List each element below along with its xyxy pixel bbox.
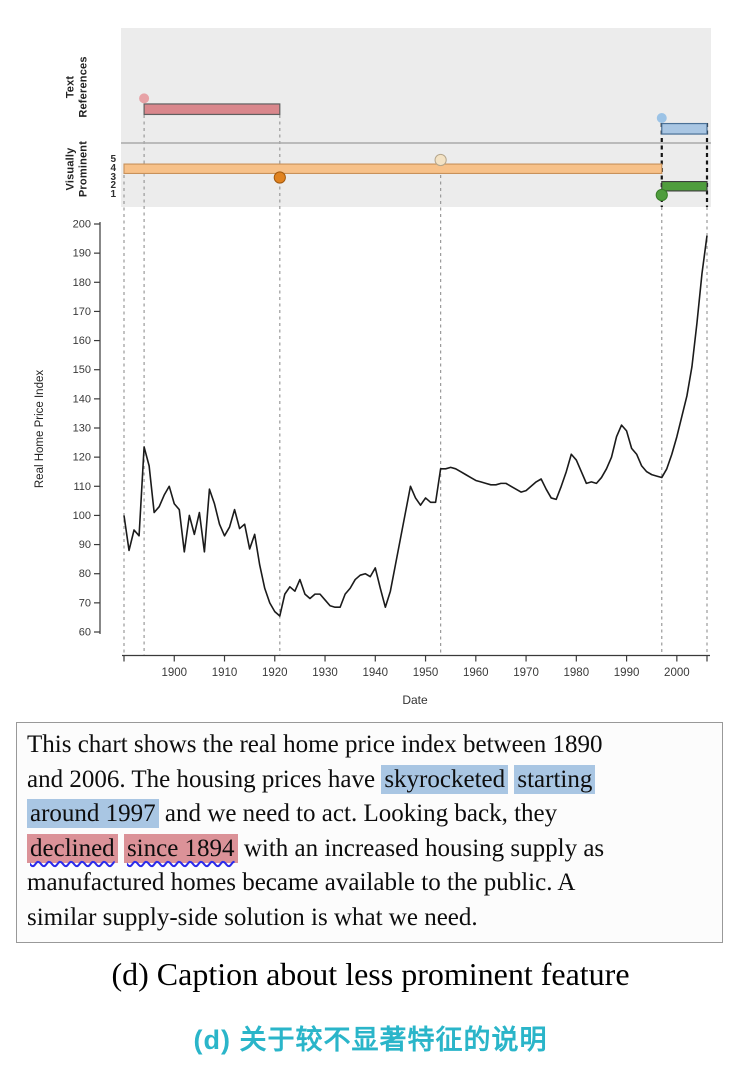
y-tick-label-190: 190	[73, 248, 91, 260]
prominence-dot-orange_dark	[273, 171, 286, 184]
y-tick-label-60: 60	[79, 627, 91, 639]
price-index-line	[123, 235, 708, 617]
y-tick-label-80: 80	[79, 568, 91, 580]
y-tick-label-100: 100	[73, 510, 91, 522]
caption-highlight-blue: around 1997	[27, 799, 159, 828]
caption-text: similar supply-side solution is what we …	[27, 903, 478, 931]
y-tick-label-150: 150	[73, 364, 91, 376]
x-tick-label-1930: 1930	[312, 667, 338, 679]
y-tick-label-170: 170	[73, 306, 91, 318]
figure-caption-english: (d) Caption about less prominent feature	[111, 956, 630, 992]
caption-line-6: similar supply-side solution is what we …	[27, 901, 712, 936]
prominence-dot-green	[655, 188, 668, 202]
text-reference-bar-pink	[143, 103, 281, 116]
y-tick-label-160: 160	[73, 335, 91, 347]
caption-line-3: around 1997 and we need to act. Looking …	[27, 797, 712, 832]
y-tick-label-180: 180	[73, 277, 91, 289]
x-tick-label-2000: 2000	[664, 667, 690, 679]
caption-text	[118, 835, 124, 862]
x-tick-label-1910: 1910	[212, 667, 238, 679]
caption-text: manufactured homes became available to t…	[27, 869, 576, 896]
y-tick-label-70: 70	[79, 597, 91, 609]
x-tick-label-1920: 1920	[262, 667, 288, 679]
y-tick-label-110: 110	[73, 481, 91, 493]
y-tick-label-130: 130	[73, 423, 91, 435]
text-reference-dot-pink	[139, 93, 150, 104]
text-references-line1: Text	[64, 75, 77, 99]
caption-text: with an increased housing supply as	[237, 834, 605, 862]
y-tick-label-140: 140	[73, 393, 91, 405]
rank-tick-5: 5	[110, 154, 116, 165]
y-tick-label-90: 90	[79, 539, 91, 551]
caption-highlight-blue: starting	[514, 764, 596, 794]
x-axis-title: Date	[402, 693, 428, 707]
visually-prominent-line2: Prominent	[77, 140, 89, 198]
caption-highlight-pink: declined	[27, 833, 118, 863]
x-tick-label-1980: 1980	[564, 667, 590, 679]
x-tick-label-1970: 1970	[513, 667, 539, 679]
text-references-axis-label: Text References	[65, 56, 90, 117]
rank-tick-4: 4	[110, 162, 116, 174]
prominence-rank-axis: 5 4 3 2 1	[100, 0, 118, 210]
text-references-line2: References	[77, 56, 89, 118]
x-tick-label-1990: 1990	[614, 667, 640, 679]
prominence-bar-green	[661, 181, 708, 192]
caption-text: and 2006. The housing prices have	[27, 765, 382, 793]
y-tick-label-200: 200	[73, 219, 91, 231]
text-reference-dot-blue	[656, 113, 667, 123]
chart-caption-box: This chart shows the real home price ind…	[16, 722, 723, 943]
prominence-bar-orange	[123, 163, 663, 175]
figure-caption-chinese: (d) 关于较不显著特征的说明	[193, 1025, 548, 1055]
x-tick-label-1940: 1940	[362, 667, 388, 679]
caption-line-5: manufactured homes became available to t…	[27, 866, 712, 901]
x-tick-label-1960: 1960	[463, 667, 489, 679]
visually-prominent-line1: Visually	[64, 147, 77, 191]
caption-line-2: and 2006. The housing prices have skyroc…	[27, 763, 712, 798]
rank-tick-3: 3	[110, 171, 116, 183]
x-tick-label-1900: 1900	[161, 667, 187, 679]
y-axis-title: Real Home Price Index	[34, 369, 46, 489]
caption-highlight-pink: since 1894	[123, 833, 238, 863]
visually-prominent-axis-label: Visually Prominent	[65, 141, 90, 197]
annotation-panel-background	[121, 28, 711, 207]
y-tick-label-120: 120	[73, 452, 91, 464]
caption-line-4: declined since 1894 with an increased ho…	[27, 832, 712, 867]
rank-tick-1: 1	[110, 189, 116, 200]
caption-text: This chart shows the real home price ind…	[27, 731, 603, 758]
text-reference-bar-blue	[661, 122, 708, 135]
prominence-dot-cream	[434, 153, 447, 167]
chart-canvas: 60 70 80 90 100 110 120 130 140 150 160 170 180 190 20…	[73, 28, 711, 679]
caption-text: and we need to act. Looking back, they	[158, 800, 558, 827]
caption-line-1: This chart shows the real home price ind…	[27, 728, 712, 763]
caption-highlight-blue: skyrocketed	[381, 764, 509, 794]
rank-tick-2: 2	[110, 180, 116, 192]
x-tick-label-1950: 1950	[413, 667, 439, 679]
